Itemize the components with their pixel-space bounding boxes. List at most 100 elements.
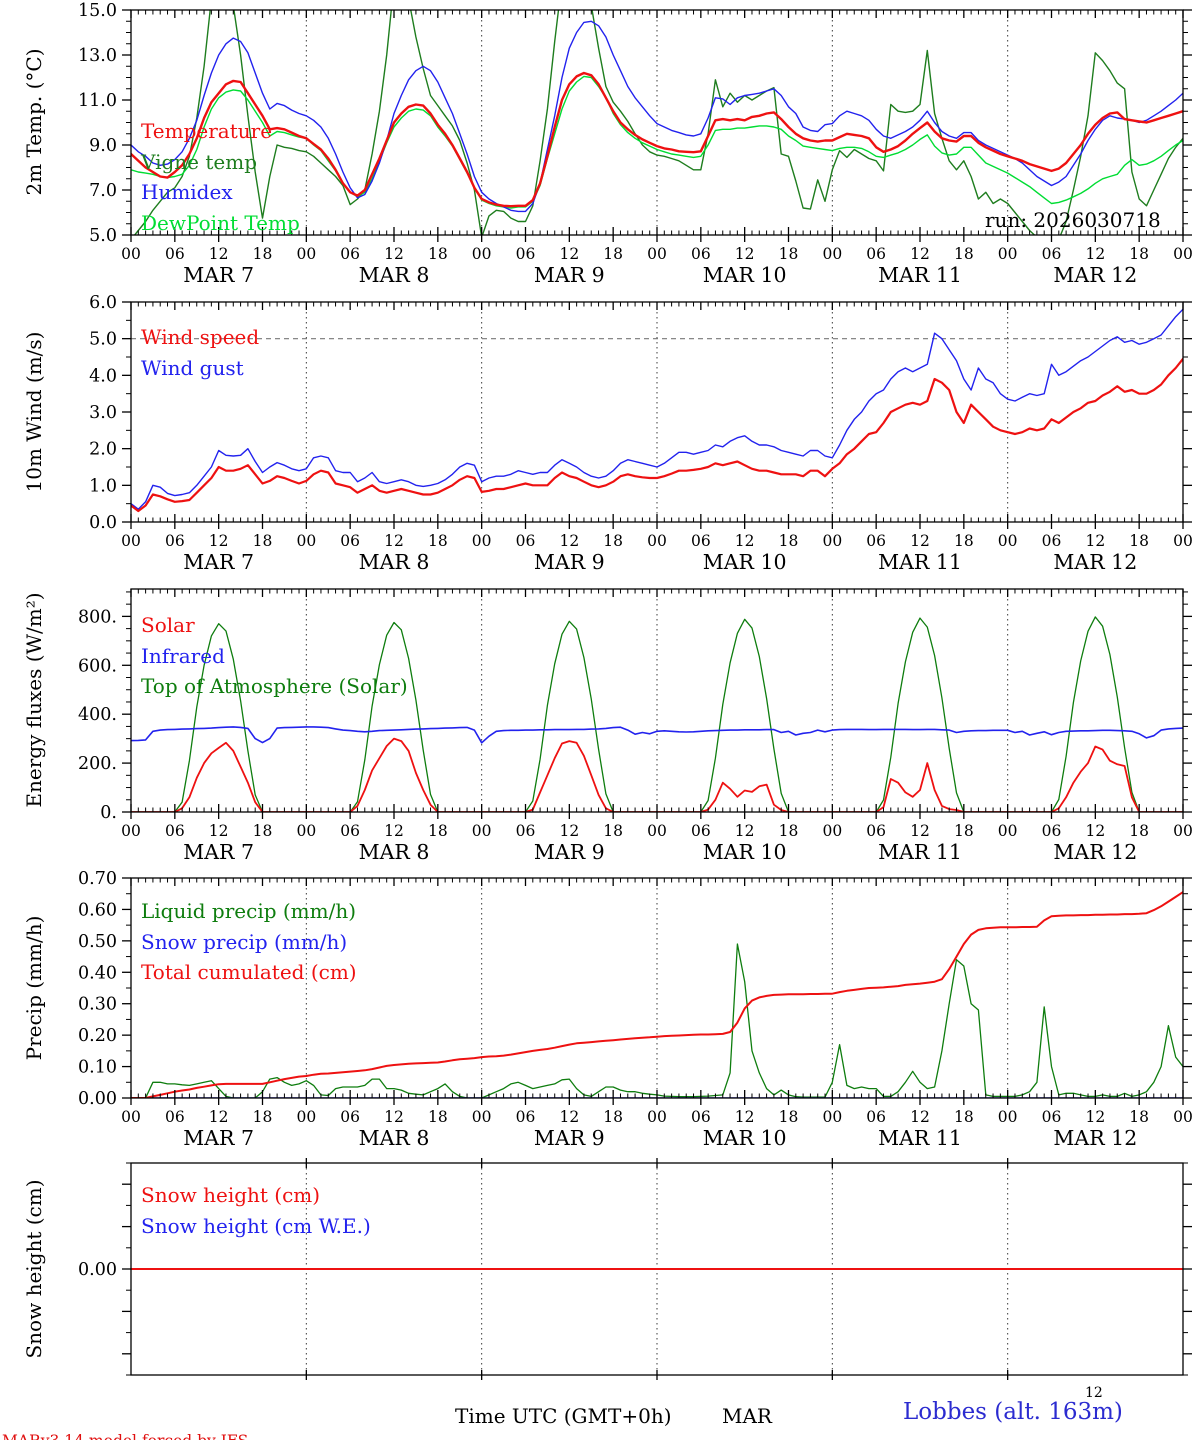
flux-legend: Solar Infrared Top of Atmosphere (Solar): [141, 610, 408, 702]
svg-text:MAR 12: MAR 12: [1053, 263, 1137, 287]
legend-snow-height: Snow height (cm): [141, 1183, 321, 1207]
svg-text:MAR 12: MAR 12: [1053, 1126, 1137, 1150]
svg-text:18: 18: [253, 822, 273, 840]
svg-text:12: 12: [910, 245, 930, 263]
svg-text:06: 06: [165, 532, 185, 550]
legend-wind-gust: Wind gust: [141, 355, 244, 380]
svg-text:MAR 8: MAR 8: [359, 550, 430, 574]
svg-text:MAR 11: MAR 11: [878, 550, 962, 574]
svg-text:00: 00: [296, 532, 316, 550]
svg-text:00: 00: [472, 822, 492, 840]
svg-text:06: 06: [691, 1108, 711, 1126]
svg-text:06: 06: [165, 822, 185, 840]
svg-text:00: 00: [1173, 245, 1193, 263]
svg-text:00: 00: [121, 245, 141, 263]
svg-text:12: 12: [209, 1108, 229, 1126]
svg-text:00: 00: [998, 245, 1018, 263]
svg-text:18: 18: [954, 822, 974, 840]
svg-text:0.: 0.: [100, 803, 117, 823]
svg-text:MAR 8: MAR 8: [359, 1126, 430, 1150]
snow-legend: Snow height (cm) Snow height (cm W.E.): [141, 1180, 371, 1241]
svg-text:18: 18: [1129, 822, 1149, 840]
svg-text:00: 00: [822, 245, 842, 263]
svg-text:00: 00: [647, 1108, 667, 1126]
svg-text:18: 18: [1129, 245, 1149, 263]
svg-text:12: 12: [384, 532, 404, 550]
svg-text:0.60: 0.60: [78, 900, 117, 920]
svg-text:MAR 11: MAR 11: [878, 840, 962, 864]
credit-line-1: MARv3.14 model forced by IFS: [2, 1430, 339, 1440]
svg-text:1.0: 1.0: [89, 476, 117, 496]
svg-text:18: 18: [603, 532, 623, 550]
svg-text:18: 18: [779, 1108, 799, 1126]
wind-axis-title: 10m Wind (m/s): [22, 331, 46, 493]
svg-text:00: 00: [998, 822, 1018, 840]
legend-temperature: Temperature: [141, 119, 273, 143]
svg-text:MAR 11: MAR 11: [878, 1126, 962, 1150]
svg-text:00: 00: [1173, 822, 1193, 840]
svg-text:12: 12: [384, 1108, 404, 1126]
legend-dewpoint-temp: DewPoint Temp: [141, 210, 300, 235]
svg-text:00: 00: [998, 1108, 1018, 1126]
svg-text:MAR 8: MAR 8: [359, 263, 430, 287]
svg-text:12: 12: [559, 822, 579, 840]
svg-text:06: 06: [866, 245, 886, 263]
svg-text:0.00: 0.00: [78, 1089, 117, 1109]
svg-text:MAR 9: MAR 9: [534, 550, 605, 574]
svg-text:12: 12: [209, 532, 229, 550]
svg-text:06: 06: [691, 532, 711, 550]
svg-text:00: 00: [647, 532, 667, 550]
svg-text:600.: 600.: [78, 656, 117, 676]
svg-text:MAR 7: MAR 7: [183, 1126, 254, 1150]
svg-text:06: 06: [165, 245, 185, 263]
run-label: run: 2026030718: [985, 208, 1161, 232]
svg-text:18: 18: [779, 532, 799, 550]
svg-text:12: 12: [1085, 532, 1105, 550]
svg-text:18: 18: [428, 1108, 448, 1126]
svg-text:MAR 10: MAR 10: [703, 263, 787, 287]
svg-text:06: 06: [1042, 822, 1062, 840]
svg-text:18: 18: [954, 245, 974, 263]
svg-text:06: 06: [1042, 1108, 1062, 1126]
svg-text:06: 06: [516, 822, 536, 840]
svg-text:06: 06: [691, 245, 711, 263]
svg-text:06: 06: [165, 1108, 185, 1126]
svg-text:MAR 10: MAR 10: [703, 550, 787, 574]
svg-text:11.0: 11.0: [78, 91, 117, 111]
svg-text:MAR 7: MAR 7: [183, 263, 254, 287]
svg-text:12: 12: [910, 822, 930, 840]
svg-text:18: 18: [1129, 532, 1149, 550]
svg-text:06: 06: [340, 822, 360, 840]
svg-text:6.0: 6.0: [89, 293, 117, 313]
flux-axis-title: Energy fluxes (W/m²): [22, 592, 46, 808]
svg-text:12: 12: [209, 822, 229, 840]
svg-text:0.20: 0.20: [78, 1026, 117, 1046]
svg-text:06: 06: [340, 532, 360, 550]
svg-text:200.: 200.: [78, 754, 117, 774]
svg-text:06: 06: [516, 532, 536, 550]
precip-legend: Liquid precip (mm/h) Snow precip (mm/h) …: [141, 896, 357, 988]
svg-text:MAR 12: MAR 12: [1053, 550, 1137, 574]
legend-toa-solar: Top of Atmosphere (Solar): [141, 674, 408, 698]
svg-text:7.0: 7.0: [89, 181, 117, 201]
svg-text:00: 00: [121, 532, 141, 550]
svg-text:12: 12: [735, 822, 755, 840]
svg-text:18: 18: [428, 822, 448, 840]
svg-text:5.0: 5.0: [89, 226, 117, 246]
svg-text:12: 12: [559, 245, 579, 263]
svg-text:18: 18: [253, 1108, 273, 1126]
svg-text:12: 12: [735, 1108, 755, 1126]
svg-text:00: 00: [121, 1108, 141, 1126]
svg-text:MAR 9: MAR 9: [534, 1126, 605, 1150]
svg-text:00: 00: [472, 1108, 492, 1126]
svg-text:12: 12: [1085, 245, 1105, 263]
legend-vigne-temp: Vigne temp: [141, 149, 258, 174]
legend-liquid-precip: Liquid precip (mm/h): [141, 899, 357, 923]
precip-axis-title: Precip (mm/h): [22, 915, 46, 1061]
station-superscript: 12: [1085, 1385, 1103, 1401]
svg-text:12: 12: [384, 245, 404, 263]
svg-text:18: 18: [428, 532, 448, 550]
svg-text:400.: 400.: [78, 705, 117, 725]
svg-text:MAR 8: MAR 8: [359, 840, 430, 864]
